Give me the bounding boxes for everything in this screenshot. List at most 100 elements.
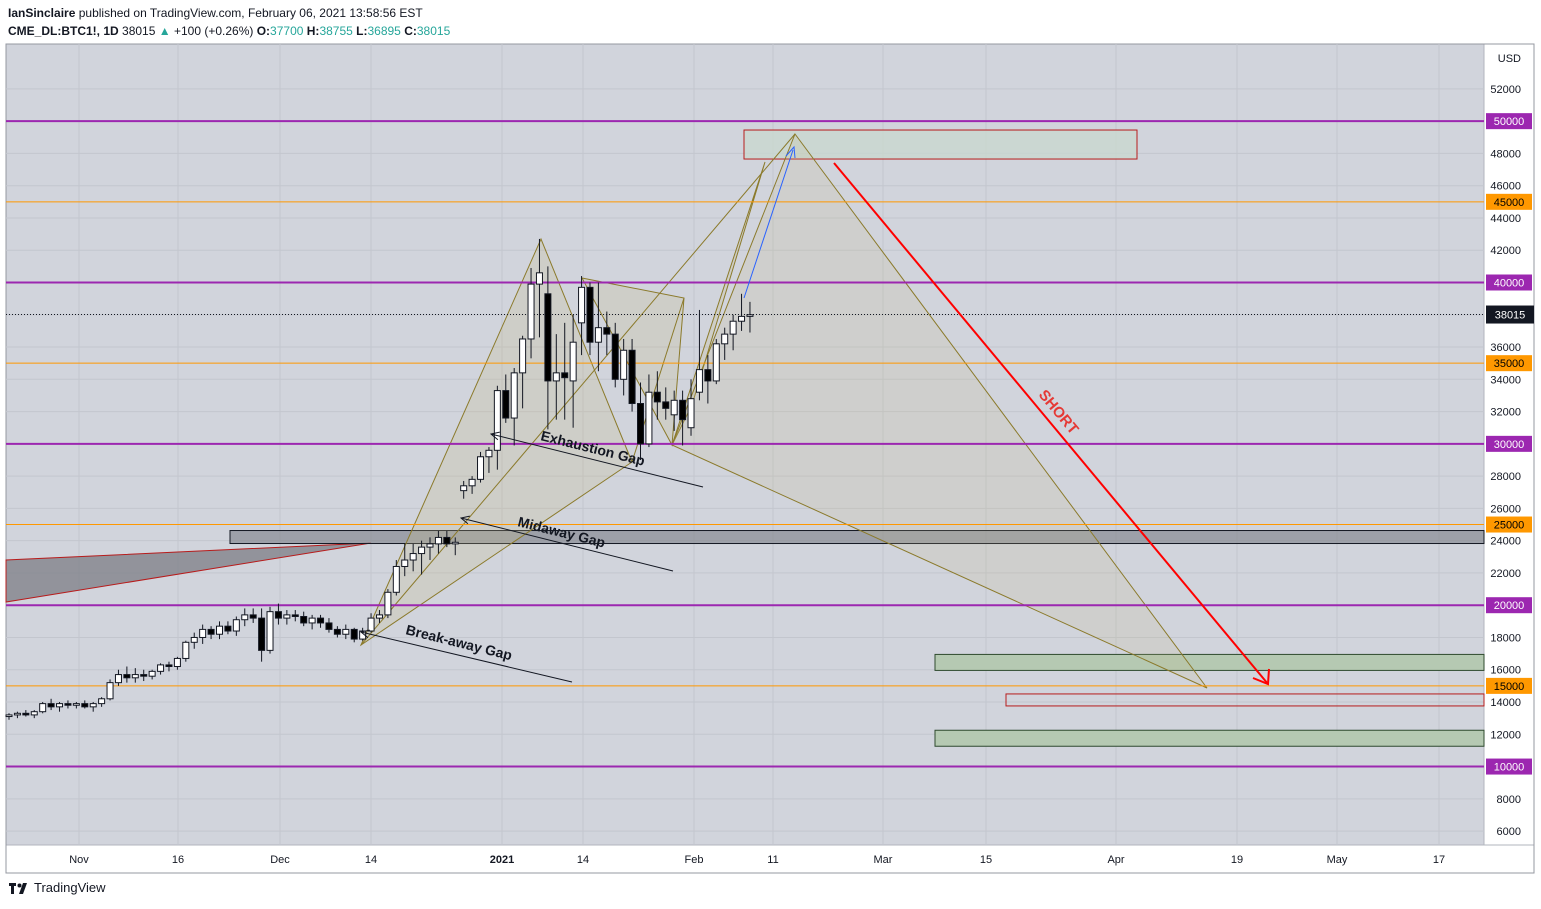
candle-body [72, 703, 80, 706]
candle-body [611, 333, 619, 380]
candle-body [477, 456, 485, 480]
price-tick-label: 24000 [1490, 536, 1521, 548]
support-zone-lower [934, 729, 1485, 747]
candle-body [199, 628, 207, 638]
time-tick-label: Apr [1107, 854, 1124, 866]
candle-body [392, 565, 400, 593]
level-price-label: 35000 [1494, 358, 1525, 370]
time-tick-label: 2021 [490, 854, 514, 866]
candle-body [308, 617, 316, 624]
candle-body [224, 625, 232, 632]
candle-body [434, 536, 442, 545]
open-label: O: [256, 24, 271, 38]
candle-body [367, 617, 375, 632]
candle-body [468, 478, 476, 487]
level-price-badge [1486, 355, 1532, 372]
candle-body [106, 682, 114, 700]
wedge-shape [5, 542, 372, 603]
change-arrow-icon: ▲ [158, 24, 171, 38]
candle-body [182, 641, 190, 659]
candle-body [712, 343, 720, 382]
level-price-label: 50000 [1494, 116, 1525, 128]
candle-body [22, 712, 30, 716]
open-value: 37700 [270, 24, 304, 38]
candle-body [485, 449, 493, 458]
candle-body [317, 617, 325, 624]
candle-body [384, 591, 392, 616]
last-price-badge [1486, 305, 1534, 324]
level-price-badge [1486, 113, 1532, 130]
candle-body [645, 391, 653, 445]
high-value: 38755 [319, 24, 353, 38]
candle-body [552, 372, 560, 382]
publish-line: IanSinclaire published on TradingView.co… [8, 4, 450, 22]
candle-body [569, 341, 577, 382]
candle-body [283, 614, 291, 619]
candle-body [333, 628, 341, 635]
symbol-line: CME_DL:BTC1!, 1D 38015 ▲ +100 (+0.26%) O… [8, 22, 450, 40]
candle-body [527, 283, 535, 340]
candle-body [721, 333, 729, 345]
pattern-line [360, 133, 796, 646]
time-tick-label: 19 [1231, 854, 1243, 866]
time-tick-label: Feb [685, 854, 704, 866]
candle-body [207, 628, 215, 635]
candle-body [13, 712, 21, 716]
candle-body [679, 399, 687, 421]
candle-body [342, 628, 350, 635]
pattern-triangle-4 [671, 132, 1208, 689]
low-label: L: [356, 24, 368, 38]
time-tick-label: 11 [767, 854, 778, 866]
price-tick-label: 36000 [1490, 342, 1521, 354]
candle-body [56, 703, 64, 708]
candle-body [165, 664, 173, 668]
candle-body [409, 553, 417, 561]
support-zone-red [1005, 693, 1485, 707]
time-axis [5, 844, 1535, 874]
candle-body [729, 320, 737, 335]
exhaustion-gap-arrow [490, 433, 704, 488]
candle-body [359, 630, 367, 640]
high-label: H: [306, 24, 320, 38]
candle-body [443, 536, 451, 545]
candle-body [401, 559, 409, 567]
candle-body [89, 703, 97, 708]
candle-body [148, 670, 156, 677]
price-tick-label: 26000 [1490, 503, 1521, 515]
tradingview-logo-icon [9, 882, 27, 894]
footer-brand[interactable]: TradingView [8, 880, 106, 895]
candle-body [460, 485, 468, 492]
candle-body [603, 327, 611, 335]
chart-frame [5, 43, 1535, 874]
publish-info: published on TradingView.com, February 0… [78, 6, 423, 20]
candle-body [123, 674, 131, 679]
price-tick-label: 42000 [1490, 245, 1521, 257]
candle-body [594, 327, 602, 343]
candle-body [510, 372, 518, 419]
level-price-label: 25000 [1494, 520, 1525, 532]
candle-body [426, 543, 434, 548]
candle-body [687, 398, 695, 429]
level-price-badge [1486, 677, 1532, 694]
level-price-label: 20000 [1494, 600, 1525, 612]
candle-body [493, 390, 501, 451]
candle-body [653, 391, 661, 403]
candle-body [131, 674, 139, 679]
price-change: +100 (+0.26%) [173, 24, 254, 38]
projection-arrow-head-icon [785, 145, 796, 159]
close-label: C: [404, 24, 417, 38]
candle-body [670, 399, 678, 416]
candle-body [695, 369, 703, 393]
symbol-label[interactable]: CME_DL:BTC1!, 1D [8, 24, 119, 38]
arrow-head-icon [489, 431, 500, 441]
arrow-head-icon [459, 515, 470, 525]
price-tick-label: 28000 [1490, 471, 1521, 483]
candle-body [190, 636, 198, 643]
level-price-label: 10000 [1494, 762, 1525, 774]
time-tick-label: 15 [980, 854, 992, 866]
candle-body [266, 611, 274, 651]
author-name[interactable]: IanSinclaire [8, 6, 76, 20]
candle-body [39, 703, 47, 713]
arrow-head-icon [359, 629, 370, 639]
